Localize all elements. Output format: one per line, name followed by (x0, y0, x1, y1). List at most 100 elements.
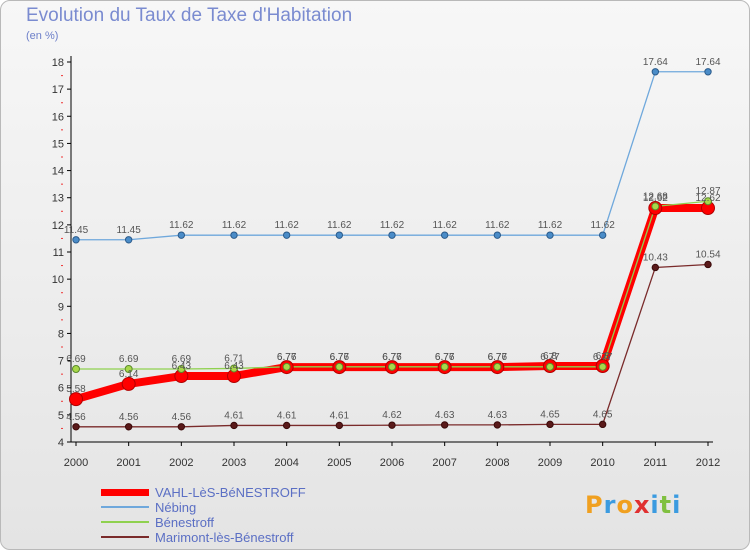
data-label: 6.77 (330, 352, 350, 363)
x-tick-label: 2001 (116, 457, 140, 469)
series-point-benestroff (124, 364, 133, 373)
series-point-benestroff (493, 362, 502, 371)
legend-label: Nébing (155, 500, 197, 515)
y-tick-label: 13 (52, 193, 64, 205)
series-point-nebing (124, 236, 133, 244)
data-label: 11.62 (327, 220, 352, 231)
y-tick-label: 14 (52, 166, 64, 178)
series-point-marimont (388, 421, 396, 429)
legend: VAHL-LèS-BéNESTROFF Nébing Bénestroff Ma… (101, 485, 401, 545)
x-tick-label: 2007 (432, 457, 456, 469)
series-point-marimont (124, 423, 133, 431)
chart-subtitle: (en %) (26, 30, 59, 42)
series-point-benestroff (546, 362, 554, 371)
data-label: 10.43 (643, 252, 668, 263)
data-label: 11.45 (64, 225, 89, 236)
data-label: 4.65 (593, 409, 613, 420)
series-point-benestroff (651, 202, 660, 211)
x-tick-label: 2012 (696, 457, 720, 469)
y-tick-label: 10 (52, 274, 64, 286)
data-label: 6.77 (593, 352, 613, 363)
data-label: 6.76 (382, 352, 402, 363)
legend-item: VAHL-LèS-BéNESTROFF (101, 485, 401, 500)
data-label: 4.63 (435, 410, 455, 421)
data-label: 4.61 (330, 410, 350, 421)
series-point-benestroff (598, 362, 607, 371)
series-point-marimont (440, 421, 449, 429)
series-point-benestroff (230, 364, 238, 373)
data-label: 5.58 (66, 384, 86, 395)
data-label: 6.77 (435, 352, 455, 363)
series-point-benestroff (704, 197, 712, 206)
data-label: 4.63 (488, 410, 508, 421)
legend-item: Bénestroff (101, 515, 401, 530)
data-label: 12.87 (695, 186, 720, 197)
x-tick-label: 2009 (538, 457, 562, 469)
data-label: 6.8 (596, 351, 610, 362)
data-label: 6.8 (543, 351, 557, 362)
y-tick-label: 18 (52, 57, 64, 69)
logo-letter: r (603, 491, 617, 519)
series-point-nebing (704, 68, 712, 76)
series-point-vahl (121, 376, 136, 391)
data-label: 11.62 (538, 220, 563, 231)
series-point-nebing (335, 231, 344, 239)
data-label: 11.62 (485, 220, 510, 231)
series-point-benestroff (177, 364, 186, 373)
data-label: 12.62 (695, 193, 720, 204)
series-point-nebing (546, 231, 554, 239)
series-point-nebing (598, 231, 607, 239)
series-point-nebing (230, 231, 238, 239)
data-label: 6.69 (66, 354, 86, 365)
data-label: 4.56 (172, 412, 192, 423)
series-point-vahl (69, 392, 83, 407)
data-label: 12.68 (643, 191, 668, 202)
series-point-benestroff (335, 362, 344, 371)
series-point-nebing (388, 231, 396, 239)
y-tick-label: 12 (52, 220, 64, 232)
series-point-marimont (704, 260, 712, 269)
data-label: 6.43 (224, 361, 244, 372)
data-label: 6.14 (119, 369, 139, 380)
series-point-marimont (177, 423, 186, 431)
series-point-nebing (651, 68, 660, 76)
data-label: 11.62 (433, 220, 458, 231)
legend-label: Marimont-lès-Bénestroff (155, 530, 294, 545)
data-label: 17.64 (695, 57, 720, 68)
series-point-marimont (282, 421, 291, 430)
data-label: 4.56 (66, 412, 86, 423)
data-label: 6.77 (277, 352, 297, 363)
legend-item: Marimont-lès-Bénestroff (101, 530, 401, 545)
data-label: 6.69 (172, 354, 192, 365)
series-point-nebing (493, 231, 502, 239)
data-label: 17.64 (643, 57, 668, 68)
x-tick-label: 2010 (590, 457, 614, 469)
series-point-marimont (546, 420, 554, 429)
data-label: 12.62 (643, 193, 668, 204)
data-label: 6.76 (277, 352, 297, 363)
y-tick-label: 6 (58, 383, 64, 395)
logo-letter: i (650, 491, 660, 519)
y-tick-label: 4 (58, 437, 64, 449)
data-label: 4.61 (224, 410, 244, 421)
data-label: 4.61 (277, 410, 297, 421)
y-tick-label: 8 (58, 328, 64, 340)
legend-swatch-marimont (101, 536, 149, 538)
y-tick-label: 11 (53, 247, 64, 259)
series-point-marimont (335, 421, 344, 430)
data-label: 4.65 (540, 409, 560, 420)
logo-letter: P (585, 491, 604, 519)
data-label: 11.62 (275, 220, 300, 231)
series-line (76, 71, 708, 241)
proxiti-logo: Proxiti (585, 491, 681, 519)
legend-swatch-benestroff (101, 521, 149, 523)
data-label: 11.62 (591, 220, 616, 231)
data-label: 6.76 (330, 352, 350, 363)
x-tick-label: 2004 (274, 457, 298, 469)
series-point-benestroff (72, 364, 80, 373)
data-label: 11.62 (222, 220, 247, 231)
x-tick-label: 2006 (380, 457, 404, 469)
series-point-marimont (72, 423, 80, 431)
